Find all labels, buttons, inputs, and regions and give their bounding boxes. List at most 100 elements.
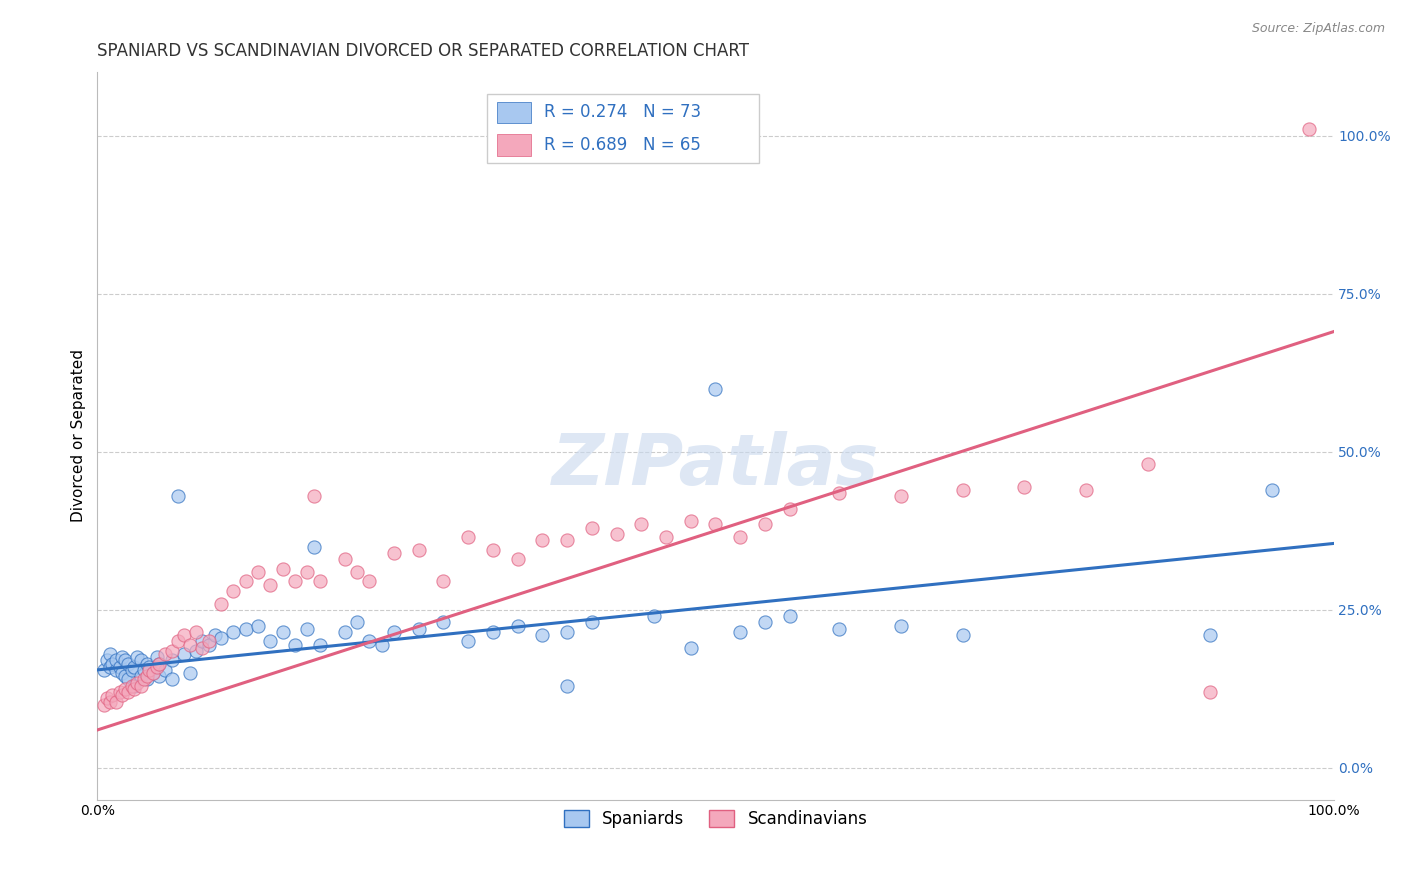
Point <box>302 489 325 503</box>
Point <box>134 673 156 687</box>
Point <box>138 659 160 673</box>
Point <box>129 669 152 683</box>
Point <box>173 628 195 642</box>
Point <box>197 634 219 648</box>
Point <box>531 628 554 642</box>
Point <box>308 574 330 589</box>
Point <box>359 634 381 648</box>
Point <box>93 663 115 677</box>
Point <box>779 609 801 624</box>
Point <box>284 574 307 589</box>
Point <box>148 669 170 683</box>
Point <box>101 657 124 671</box>
Point <box>117 685 139 699</box>
Point <box>111 650 134 665</box>
Text: R = 0.689   N = 65: R = 0.689 N = 65 <box>544 136 700 154</box>
Point <box>96 691 118 706</box>
Point <box>555 624 578 639</box>
Point <box>1199 685 1222 699</box>
Point <box>1076 483 1098 497</box>
Point <box>655 530 678 544</box>
Point <box>197 638 219 652</box>
Point <box>890 618 912 632</box>
Point <box>284 638 307 652</box>
Point <box>754 517 776 532</box>
Point <box>124 679 146 693</box>
Text: Source: ZipAtlas.com: Source: ZipAtlas.com <box>1251 22 1385 36</box>
Point <box>98 694 121 708</box>
Point <box>828 622 851 636</box>
Point <box>114 681 136 696</box>
Point <box>173 647 195 661</box>
Point <box>117 673 139 687</box>
Point <box>297 565 319 579</box>
Legend: Spaniards, Scandinavians: Spaniards, Scandinavians <box>557 804 875 835</box>
Point <box>630 517 652 532</box>
Point <box>1199 628 1222 642</box>
Point <box>111 666 134 681</box>
Point <box>482 624 505 639</box>
Point <box>98 659 121 673</box>
FancyBboxPatch shape <box>496 102 531 123</box>
Point <box>432 615 454 630</box>
Point <box>482 542 505 557</box>
Point <box>145 650 167 665</box>
Point <box>235 622 257 636</box>
Text: SPANIARD VS SCANDINAVIAN DIVORCED OR SEPARATED CORRELATION CHART: SPANIARD VS SCANDINAVIAN DIVORCED OR SEP… <box>97 42 749 60</box>
Point <box>191 634 214 648</box>
Point <box>108 685 131 699</box>
Point <box>308 638 330 652</box>
Point <box>890 489 912 503</box>
Point <box>235 574 257 589</box>
Point <box>506 552 529 566</box>
Point <box>728 624 751 639</box>
Text: R = 0.274   N = 73: R = 0.274 N = 73 <box>544 103 700 121</box>
Point <box>346 565 368 579</box>
Point <box>754 615 776 630</box>
Point <box>166 634 188 648</box>
Point <box>125 675 148 690</box>
Point <box>1260 483 1282 497</box>
Point <box>302 540 325 554</box>
Point <box>160 673 183 687</box>
Point <box>247 565 270 579</box>
Point <box>581 521 603 535</box>
Point <box>1298 122 1320 136</box>
Point <box>222 624 245 639</box>
Point <box>581 615 603 630</box>
Point <box>155 663 177 677</box>
Point <box>408 622 430 636</box>
Point <box>506 618 529 632</box>
Point <box>142 666 165 681</box>
Point <box>145 659 167 673</box>
Point <box>125 650 148 665</box>
Point <box>679 640 702 655</box>
Point <box>108 659 131 673</box>
Point <box>186 644 208 658</box>
Point <box>643 609 665 624</box>
Point <box>104 694 127 708</box>
Point <box>333 552 356 566</box>
Point <box>222 583 245 598</box>
Point <box>104 653 127 667</box>
Point <box>333 624 356 639</box>
Point <box>114 653 136 667</box>
Text: ZIPatlas: ZIPatlas <box>551 431 879 500</box>
Point <box>606 527 628 541</box>
Point <box>191 640 214 655</box>
Point <box>209 632 232 646</box>
Point <box>679 514 702 528</box>
Point <box>160 653 183 667</box>
Point <box>259 577 281 591</box>
Point <box>271 624 294 639</box>
Point <box>98 647 121 661</box>
Point <box>179 666 201 681</box>
Point <box>121 679 143 693</box>
Point <box>382 624 405 639</box>
Point <box>432 574 454 589</box>
Point <box>728 530 751 544</box>
Point <box>129 679 152 693</box>
Point <box>142 666 165 681</box>
Point <box>704 517 727 532</box>
Point <box>166 489 188 503</box>
